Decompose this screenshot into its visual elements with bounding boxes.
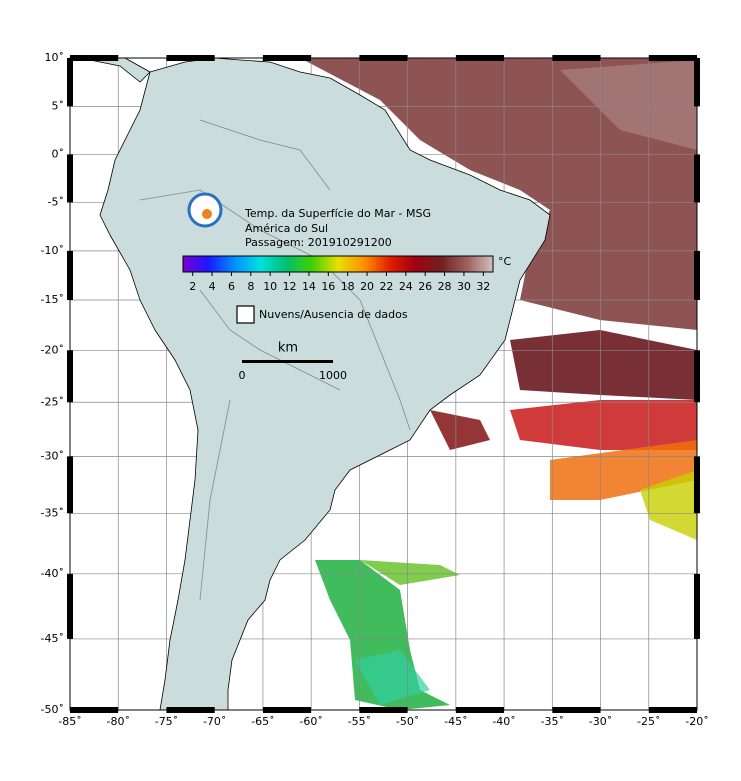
frame-seg	[694, 250, 700, 301]
x-tick-label: -40˚	[492, 715, 515, 728]
frame-seg	[694, 58, 700, 107]
scale-bar	[242, 360, 333, 363]
y-tick-label: -50˚	[41, 703, 64, 716]
frame-seg	[67, 456, 73, 514]
frame-seg	[67, 154, 73, 203]
x-tick-label: -55˚	[348, 715, 371, 728]
y-tick-label: 10˚	[45, 51, 65, 64]
x-tick-label: -25˚	[637, 715, 660, 728]
y-tick-label: -20˚	[41, 343, 64, 356]
title-line: Temp. da Superfície do Mar - MSG	[244, 207, 431, 220]
central-america	[79, 57, 151, 83]
x-tick-label: -50˚	[396, 715, 419, 728]
colorbar-label: 22	[379, 280, 393, 293]
frame-seg	[648, 707, 697, 713]
y-tick-label: -10˚	[41, 244, 64, 257]
colorbar-label: 28	[438, 280, 452, 293]
sst-green	[315, 560, 450, 710]
x-tick-label: -80˚	[106, 715, 129, 728]
frame-seg	[67, 58, 73, 107]
title-line: América do Sul	[245, 222, 328, 235]
sst-coast	[430, 410, 490, 450]
frame-seg	[262, 55, 312, 61]
scale-end: 1000	[319, 369, 347, 382]
frame-seg	[552, 55, 601, 61]
y-tick-label: -30˚	[41, 449, 64, 462]
frame-seg	[359, 55, 408, 61]
colorbar-label: 24	[399, 280, 413, 293]
x-tick-label: -20˚	[685, 715, 708, 728]
scale-start: 0	[239, 369, 246, 382]
y-tick-label: 0˚	[52, 147, 65, 160]
frame-seg	[648, 55, 697, 61]
scale-unit: km	[278, 341, 298, 356]
frame-seg	[694, 154, 700, 203]
sst-warm	[300, 58, 697, 330]
colorbar-label: 30	[457, 280, 471, 293]
x-tick-label: -60˚	[299, 715, 322, 728]
sst-red	[510, 400, 697, 450]
colorbar-label: 18	[341, 280, 355, 293]
x-tick-label: -70˚	[203, 715, 226, 728]
colorbar-label: 26	[418, 280, 432, 293]
x-tick-label: -65˚	[251, 715, 274, 728]
frame-seg	[694, 573, 700, 639]
y-tick-label: 5˚	[52, 99, 65, 112]
y-tick-label: -35˚	[41, 506, 64, 519]
y-tick-label: -15˚	[41, 293, 64, 306]
frame-seg	[455, 707, 505, 713]
colorbar-label: 20	[360, 280, 374, 293]
colorbar-label: 12	[283, 280, 297, 293]
x-tick-label: -85˚	[58, 715, 81, 728]
frame-seg	[694, 456, 700, 514]
colorbar-label: 8	[247, 280, 254, 293]
legend-label: Nuvens/Ausencia de dados	[259, 308, 408, 321]
frame-seg	[67, 250, 73, 301]
frame-seg	[70, 55, 119, 61]
colorbar-label: 16	[321, 280, 335, 293]
colorbar-label: 6	[228, 280, 235, 293]
sst-yellow	[640, 470, 697, 540]
colorbar: 2 4 6 8 10 12 14 16 18 20 22 24 26 28 30 32°C	[182, 255, 512, 293]
frame-seg	[67, 350, 73, 403]
title-line: Passagem: 201910291200	[245, 236, 392, 249]
sst-band	[510, 330, 697, 400]
colorbar-ramp	[182, 255, 494, 273]
frame	[67, 55, 700, 713]
colorbar-label: 14	[302, 280, 316, 293]
colorbar-label: 10	[263, 280, 277, 293]
frame-seg	[166, 55, 215, 61]
sst-field	[300, 58, 697, 710]
frame-seg	[70, 707, 119, 713]
frame-seg	[166, 707, 215, 713]
sst-cyan	[355, 650, 430, 705]
colorbar-unit: °C	[498, 255, 512, 268]
frame-seg	[262, 707, 312, 713]
colorbar-label: 32	[476, 280, 490, 293]
legend-box	[236, 305, 255, 324]
frame-seg	[359, 707, 408, 713]
x-tick-label: -45˚	[444, 715, 467, 728]
y-tick-label: -40˚	[41, 567, 64, 580]
frame-seg	[694, 350, 700, 403]
colorbar-label: 4	[209, 280, 216, 293]
sst-green2	[360, 560, 460, 585]
x-tick-label: -75˚	[155, 715, 178, 728]
sst-haze	[560, 60, 697, 150]
frame-seg	[552, 707, 601, 713]
borders	[139, 119, 411, 601]
y-tick-label: -25˚	[41, 395, 64, 408]
colorbar-label: 2	[189, 280, 196, 293]
x-tick-label: -35˚	[541, 715, 564, 728]
frame-seg	[455, 55, 505, 61]
frame-seg	[67, 573, 73, 639]
x-tick-label: -30˚	[589, 715, 612, 728]
logo-dot	[202, 209, 212, 219]
y-tick-label: -45˚	[41, 632, 64, 645]
y-tick-label: -5˚	[48, 195, 64, 208]
